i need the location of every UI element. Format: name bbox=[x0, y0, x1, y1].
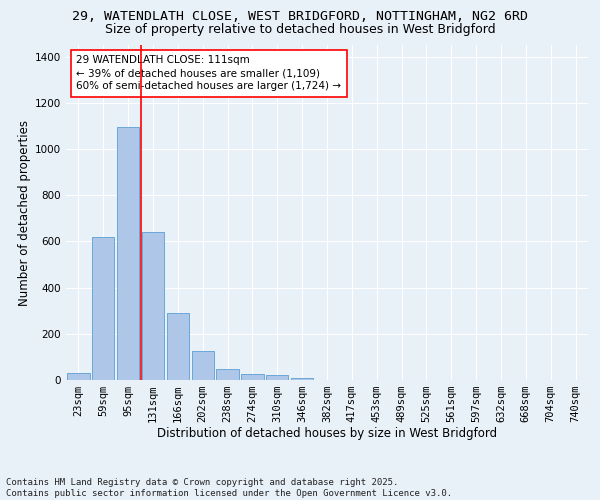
Bar bbox=[142, 232, 164, 380]
Bar bbox=[92, 237, 115, 380]
Text: 29, WATENDLATH CLOSE, WEST BRIDGFORD, NOTTINGHAM, NG2 6RD: 29, WATENDLATH CLOSE, WEST BRIDGFORD, NO… bbox=[72, 10, 528, 23]
Bar bbox=[217, 369, 239, 380]
Bar bbox=[241, 374, 263, 380]
Bar bbox=[117, 127, 139, 380]
Bar bbox=[266, 375, 289, 380]
X-axis label: Distribution of detached houses by size in West Bridgford: Distribution of detached houses by size … bbox=[157, 426, 497, 440]
Text: Size of property relative to detached houses in West Bridgford: Size of property relative to detached ho… bbox=[104, 22, 496, 36]
Y-axis label: Number of detached properties: Number of detached properties bbox=[18, 120, 31, 306]
Bar bbox=[67, 373, 89, 380]
Bar bbox=[167, 313, 189, 380]
Bar bbox=[191, 351, 214, 380]
Text: 29 WATENDLATH CLOSE: 111sqm
← 39% of detached houses are smaller (1,109)
60% of : 29 WATENDLATH CLOSE: 111sqm ← 39% of det… bbox=[76, 55, 341, 92]
Bar bbox=[291, 378, 313, 380]
Text: Contains HM Land Registry data © Crown copyright and database right 2025.
Contai: Contains HM Land Registry data © Crown c… bbox=[6, 478, 452, 498]
